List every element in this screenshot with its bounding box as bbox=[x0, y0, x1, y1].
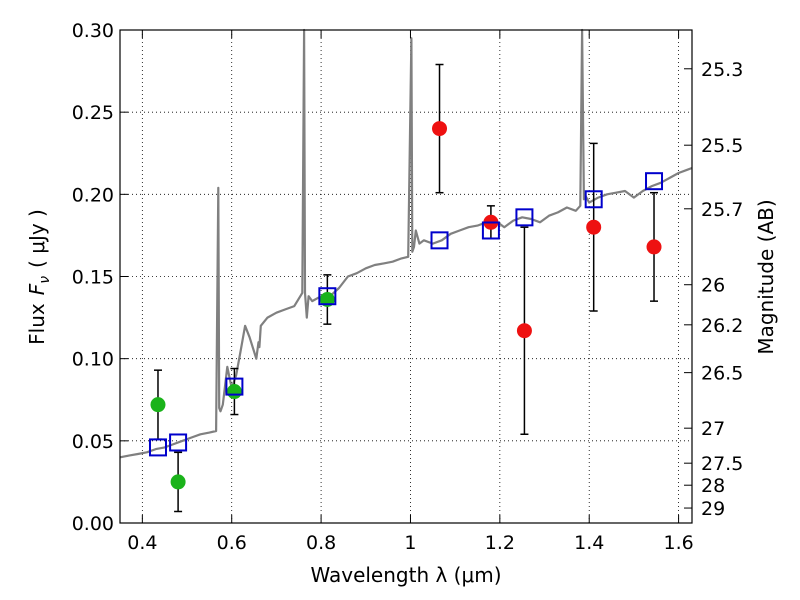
x-tick-label: 0.4 bbox=[127, 532, 157, 554]
data-point bbox=[170, 474, 186, 490]
right-tick-label: 25.3 bbox=[701, 59, 743, 81]
model-point bbox=[318, 287, 337, 306]
model-point bbox=[645, 172, 664, 191]
x-tick-label: 0.8 bbox=[306, 532, 336, 554]
right-tick-label: 26.2 bbox=[701, 315, 743, 337]
y-tick-label: 0.10 bbox=[72, 349, 114, 371]
right-tick-label: 25.7 bbox=[701, 199, 743, 221]
x-axis: 0.4 0.6 0.8 1 1.2 1.4 1.6 bbox=[127, 30, 694, 554]
right-tick-label: 25.5 bbox=[701, 135, 743, 157]
right-tick-label: 26 bbox=[701, 275, 725, 297]
data-points bbox=[148, 121, 664, 490]
model-point bbox=[148, 438, 167, 457]
x-tick-label: 1.2 bbox=[485, 532, 515, 554]
right-tick-label: 27 bbox=[701, 418, 725, 440]
y-axis: 0.00 0.05 0.10 0.15 0.20 0.25 0.30 bbox=[72, 20, 128, 535]
spectrum-line bbox=[119, 28, 693, 459]
right-axis-label: Magnitude (AB) bbox=[754, 199, 778, 354]
x-axis-label: Wavelength λ (μm) bbox=[310, 563, 501, 587]
data-point bbox=[516, 323, 532, 339]
right-tick-label: 27.5 bbox=[701, 453, 743, 475]
right-tick-label: 29 bbox=[701, 498, 725, 520]
data-point bbox=[150, 397, 166, 413]
y-tick-label: 0.20 bbox=[72, 184, 114, 206]
y-axis-label: FluxFν( μJy ) bbox=[25, 209, 53, 345]
model-spectrum bbox=[119, 28, 693, 459]
y-tick-label: 0.05 bbox=[72, 431, 114, 453]
data-point bbox=[646, 239, 662, 255]
model-point bbox=[481, 221, 500, 240]
model-point bbox=[584, 190, 603, 209]
data-point bbox=[432, 121, 448, 137]
data-point bbox=[586, 219, 602, 235]
y-tick-label: 0.25 bbox=[72, 102, 114, 124]
model-point bbox=[169, 433, 188, 452]
y-tick-label: 0.15 bbox=[72, 267, 114, 289]
y-tick-label: 0.00 bbox=[72, 513, 114, 535]
x-tick-label: 1 bbox=[404, 532, 416, 554]
x-tick-label: 1.6 bbox=[663, 532, 693, 554]
model-point bbox=[430, 231, 449, 250]
right-tick-label: 26.5 bbox=[701, 363, 743, 385]
right-tick-label: 28 bbox=[701, 475, 725, 497]
y-tick-label: 0.30 bbox=[72, 20, 114, 42]
x-tick-label: 1.4 bbox=[574, 532, 604, 554]
data-point bbox=[226, 384, 242, 400]
model-point bbox=[515, 208, 534, 227]
grid bbox=[120, 29, 692, 524]
model-point bbox=[225, 377, 244, 396]
x-tick-label: 0.6 bbox=[217, 532, 247, 554]
plot-frame bbox=[119, 29, 693, 524]
